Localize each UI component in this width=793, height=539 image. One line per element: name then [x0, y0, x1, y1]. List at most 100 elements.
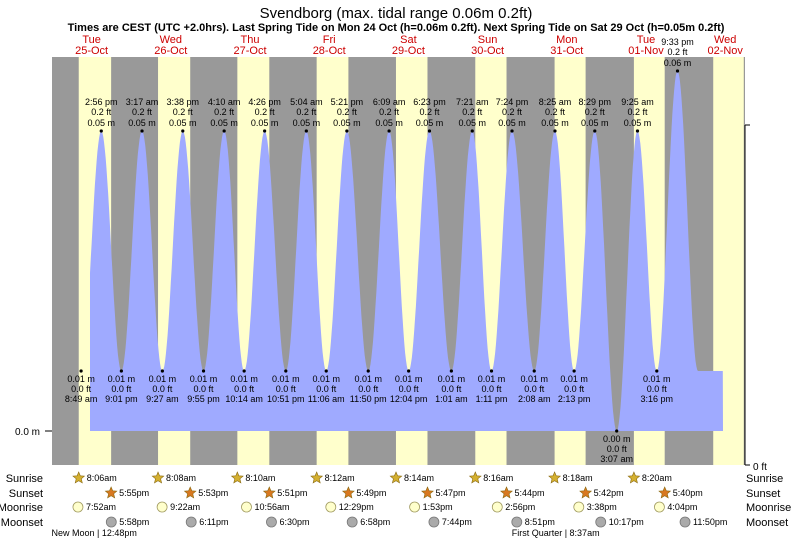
moonrise-time: 3:38pm	[587, 502, 617, 512]
low-tide-meters: 0.01 m	[312, 374, 340, 384]
day-name-label: Wed	[160, 34, 182, 46]
day-name-label: Sun	[478, 34, 498, 46]
low-tide-meters: 0.01 m	[478, 374, 506, 384]
high-tide-meters: 0.05 m	[498, 118, 526, 128]
sunset-time: 5:51pm	[277, 488, 307, 498]
high-tide-time: 6:09 am	[373, 97, 406, 107]
day-name-label: Fri	[323, 34, 336, 46]
high-tide-point	[387, 129, 391, 133]
day-date-label: 25-Oct	[75, 45, 108, 57]
sunrise-time: 8:10am	[245, 473, 275, 483]
high-tide-meters: 0.05 m	[541, 118, 569, 128]
high-tide-point	[222, 129, 226, 133]
moonrise-icon	[654, 501, 665, 513]
high-tide-point	[304, 129, 308, 133]
high-tide-feet: 0.2 ft	[627, 107, 648, 117]
high-tide-feet: 0.2 ft	[502, 107, 523, 117]
day-date-label: 01-Nov	[628, 45, 664, 57]
tide-marks: 2:56 pm0.2 ft0.05 m3:17 am0.2 ft0.05 m3:…	[65, 37, 694, 464]
high-tide-feet: 0.2 ft	[419, 107, 440, 117]
sunset-icon	[500, 486, 513, 499]
sunset-time: 5:55pm	[119, 488, 149, 498]
low-tide-feet: 0.0 ft	[481, 384, 502, 394]
sunrise-icon	[389, 471, 403, 484]
moonset-time: 10:17pm	[609, 517, 644, 527]
low-tide-point	[119, 369, 123, 373]
low-tide-feet: 0.0 ft	[234, 384, 255, 394]
sunset-row-label-left: Sunset	[9, 488, 43, 500]
moonrise-row-label-left: Moonrise	[0, 502, 43, 514]
high-tide-meters: 0.05 m	[624, 118, 652, 128]
high-tide-time: 7:24 pm	[496, 97, 529, 107]
moonset-time: 6:30pm	[279, 517, 309, 527]
day-name-label: Tue	[82, 34, 101, 46]
moonset-icon	[185, 516, 197, 528]
high-tide-meters: 0.05 m	[416, 118, 444, 128]
low-tide-feet: 0.0 ft	[647, 384, 668, 394]
sunrise-time: 8:20am	[642, 473, 672, 483]
sunrise-time: 8:12am	[325, 473, 355, 483]
moonset-time: 5:58pm	[119, 517, 149, 527]
high-tide-meters: 0.05 m	[128, 118, 156, 128]
day-name-label: Sat	[400, 34, 417, 46]
tide-area	[90, 71, 723, 431]
high-tide-point	[593, 129, 597, 133]
high-tide-time: 7:21 am	[456, 97, 489, 107]
low-tide-meters: 0.01 m	[190, 374, 218, 384]
low-tide-feet: 0.0 ft	[358, 384, 379, 394]
low-tide-meters: 0.01 m	[643, 374, 671, 384]
sunset-icon	[658, 486, 672, 499]
moonset-time: 8:51pm	[525, 517, 555, 527]
moonset-icon	[679, 516, 691, 528]
low-tide-meters: 0.00 m	[603, 434, 631, 444]
sunset-time: 5:44pm	[515, 488, 545, 498]
high-tide-feet: 0.2 ft	[585, 107, 606, 117]
low-tide-time: 3:07 am	[600, 454, 633, 464]
high-tide-time: 2:56 pm	[85, 97, 118, 107]
high-tide-meters: 0.05 m	[169, 118, 197, 128]
sunset-icon	[183, 486, 197, 499]
low-tide-time: 10:51 pm	[267, 394, 305, 404]
high-tide-time: 5:04 am	[290, 97, 323, 107]
low-tide-point	[79, 369, 83, 373]
low-tide-point	[489, 369, 494, 373]
moonset-time: 11:50pm	[693, 517, 727, 527]
moonset-time: 6:11pm	[199, 517, 228, 527]
sunset-time: 5:40pm	[673, 488, 703, 498]
sunset-icon	[262, 486, 276, 499]
sunset-icon	[421, 486, 434, 499]
moonset-time: 6:58pm	[360, 517, 390, 527]
high-tide-feet: 0.2 ft	[337, 107, 358, 117]
low-tide-point	[284, 369, 288, 373]
low-tide-feet: 0.0 ft	[152, 384, 173, 394]
sunrise-row-label-left: Sunrise	[6, 473, 43, 485]
moonrise-time: 2:56pm	[505, 502, 535, 512]
low-tide-meters: 0.01 m	[230, 374, 258, 384]
day-date-label: 30-Oct	[471, 45, 504, 57]
low-tide-point	[366, 369, 370, 373]
sunrise-icon	[310, 471, 324, 484]
low-tide-time: 12:04 pm	[390, 394, 428, 404]
low-tide-feet: 0.0 ft	[194, 384, 215, 394]
sunset-icon	[104, 486, 118, 499]
high-tide-feet: 0.2 ft	[379, 107, 400, 117]
low-tide-feet: 0.0 ft	[111, 384, 132, 394]
moonrise-time: 12:29pm	[339, 502, 374, 512]
moonrise-icon	[409, 501, 421, 513]
low-tide-time: 2:08 am	[518, 394, 551, 404]
moonset-icon	[346, 516, 358, 528]
left-axis-label: 0.0 m	[15, 427, 40, 438]
moonrise-time: 9:22am	[170, 502, 200, 512]
day-date-label: 02-Nov	[707, 45, 743, 57]
high-tide-time: 9:25 am	[621, 97, 654, 107]
low-tide-feet: 0.0 ft	[399, 384, 420, 394]
low-tide-point	[449, 369, 453, 373]
moonset-time: 7:44pm	[442, 517, 472, 527]
high-tide-point	[675, 69, 680, 73]
high-tide-feet: 0.2 ft	[296, 107, 317, 117]
sunrise-icon	[151, 471, 165, 484]
moonrise-time: 7:52am	[86, 502, 116, 512]
low-tide-point	[615, 429, 619, 433]
sunrise-time: 8:06am	[87, 473, 117, 483]
